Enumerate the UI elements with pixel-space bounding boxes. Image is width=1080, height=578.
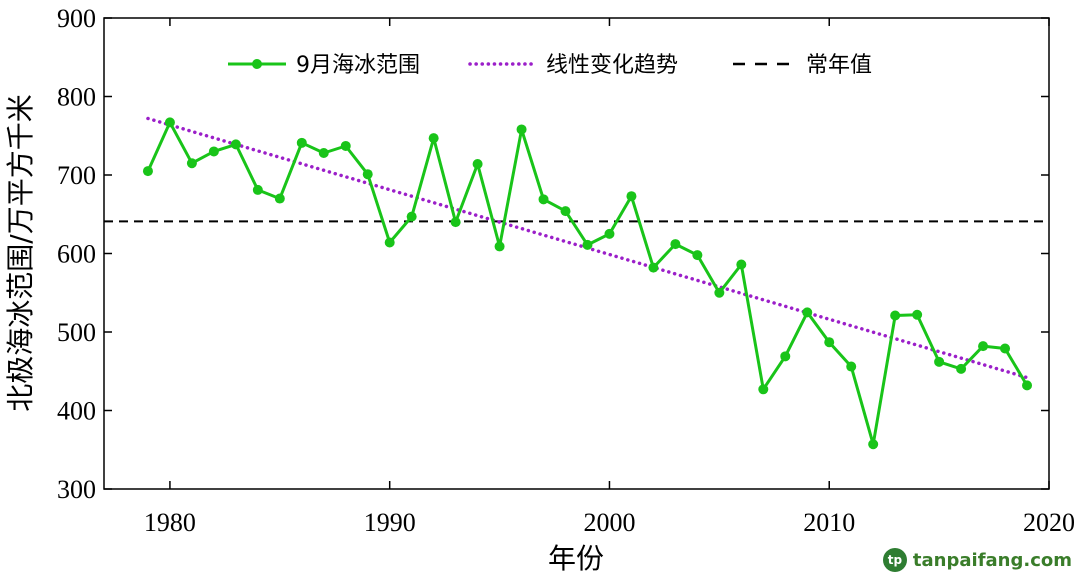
data-point: [362, 169, 373, 180]
data-point: [1000, 343, 1011, 354]
series-line: [146, 120, 1029, 446]
y-tick-label: 700: [57, 161, 96, 190]
data-point: [538, 194, 549, 205]
x-tick-label: 1990: [364, 508, 416, 537]
data-point: [890, 310, 901, 321]
watermark-logo-icon: tp: [882, 548, 907, 572]
data-point: [384, 237, 395, 248]
data-point: [978, 341, 989, 352]
data-point: [318, 148, 329, 159]
data-point: [516, 124, 527, 135]
y-tick-label: 500: [57, 318, 96, 347]
data-point: [472, 159, 483, 170]
data-point: [450, 217, 461, 228]
y-tick-label: 400: [57, 397, 96, 426]
data-point: [956, 363, 967, 374]
y-tick-label: 300: [57, 475, 96, 504]
x-tick-label: 2000: [583, 508, 635, 537]
y-tick-label: 600: [57, 240, 96, 269]
x-tick-label: 2020: [1023, 508, 1075, 537]
data-point: [1022, 380, 1033, 391]
data-point: [824, 337, 835, 348]
data-point: [758, 384, 769, 395]
data-point: [670, 239, 681, 250]
y-axis-title: 北极海冰范围/万平方千米: [4, 94, 37, 411]
x-axis-title: 年份: [548, 542, 604, 575]
data-point: [604, 228, 615, 239]
data-point: [868, 439, 879, 450]
legend-marker-ice-extent: [252, 59, 262, 69]
data-point: [296, 137, 307, 148]
watermark: tp tanpaifang.com: [882, 548, 1072, 572]
data-point: [582, 239, 593, 250]
data-point: [692, 250, 703, 261]
data-point: [846, 361, 857, 372]
data-point: [340, 140, 351, 151]
x-tick-label: 2010: [803, 508, 855, 537]
watermark-text: tanpaifang.com: [912, 549, 1072, 571]
axis-ticks: 300 400 500 600 700 800 900 1980 1990 2000 2010 202…: [57, 4, 1075, 537]
data-point: [626, 191, 637, 202]
plot-frame: [103, 17, 1050, 490]
data-point: [736, 259, 747, 270]
data-point: [230, 139, 241, 150]
data-point: [934, 356, 945, 367]
y-tick-label: 800: [57, 83, 96, 112]
data-point: [560, 206, 571, 217]
data-point: [780, 351, 791, 362]
data-point: [142, 166, 153, 177]
data-point: [186, 158, 197, 169]
data-point: [406, 211, 417, 222]
data-point: [912, 309, 923, 320]
data-point: [648, 262, 659, 273]
legend-label-ice-extent: 9月海冰范围: [296, 53, 420, 78]
data-point: [274, 193, 285, 204]
y-tick-label: 900: [57, 4, 96, 33]
legend: 9月海冰范围 线性变化趋势 常年值: [228, 53, 872, 78]
data-point: [252, 184, 263, 195]
legend-label-normal: 常年值: [806, 53, 872, 78]
legend-label-trend: 线性变化趋势: [546, 53, 678, 78]
series-layer: [142, 117, 1033, 450]
data-point: [802, 307, 813, 318]
data-point: [494, 241, 505, 252]
data-point: [714, 287, 725, 298]
data-point: [428, 133, 439, 144]
x-tick-label: 1980: [144, 508, 196, 537]
data-point: [208, 146, 219, 157]
data-point: [164, 117, 175, 128]
